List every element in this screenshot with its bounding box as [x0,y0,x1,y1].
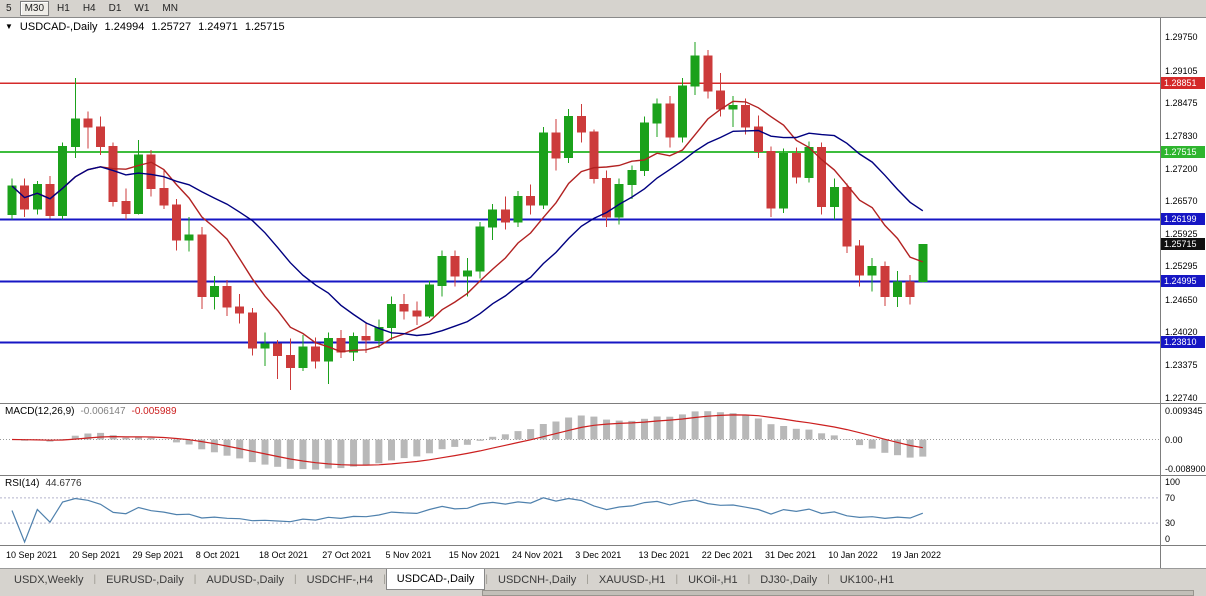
macd-axis-max: 0.009345 [1165,406,1203,416]
price-level-tag: 1.27515 [1161,145,1205,158]
time-axis-label: 15 Nov 2021 [448,550,500,560]
price-level-tag: 1.26199 [1161,213,1205,226]
rsi-indicator-label: RSI(14) 44.6776 [5,478,82,489]
ohlc-open-value: 1.24994 [104,21,145,33]
timeframe-button-5[interactable]: 5 [6,3,12,14]
price-chart-canvas[interactable] [0,18,1160,403]
timeframe-button-w1[interactable]: W1 [134,3,150,14]
time-axis-label: 27 Oct 2021 [322,550,372,560]
macd-signal-value: -0.005989 [131,406,177,417]
macd-panel[interactable]: MACD(12,26,9) -0.006147 -0.005989 [0,404,1160,476]
time-axis-label: 5 Nov 2021 [385,550,432,560]
macd-axis-min: -0.008900 [1165,464,1206,474]
axis-section-divider [1161,545,1206,546]
plots-column: ▼ USDCAD-,Daily 1.24994 1.25727 1.24971 … [0,18,1160,568]
time-axis-label: 31 Dec 2021 [765,550,817,560]
rsi-name: RSI(14) [5,478,40,489]
timeframe-button-mn[interactable]: MN [162,3,178,14]
time-axis-label: 22 Dec 2021 [701,550,753,560]
chart-ohlc-header: ▼ USDCAD-,Daily 1.24994 1.25727 1.24971 … [5,21,285,33]
chart-tabs-bar: USDX,Weekly | EURUSD-,Daily | AUDUSD-,Daily |… [0,568,1206,590]
price-axis-tick: 1.29750 [1165,32,1198,43]
tab-ukoil-h1[interactable]: UKOil-,H1 [688,573,738,586]
time-axis-label: 10 Sep 2021 [6,550,58,560]
macd-indicator-label: MACD(12,26,9) -0.006147 -0.005989 [5,406,177,417]
tab-usdchf-h4[interactable]: USDCHF-,H4 [306,573,374,586]
axis-section-divider [1161,403,1206,404]
tab-usdx-weekly[interactable]: USDX,Weekly [14,573,84,586]
rsi-panel[interactable]: RSI(14) 44.6776 [0,476,1160,546]
price-level-tag: 1.25715 [1161,238,1205,251]
price-axis-tick: 1.25925 [1165,229,1198,240]
macd-main-value: -0.006147 [80,406,126,417]
price-axis-tick: 1.24020 [1165,327,1198,337]
chart-workspace: ▼ USDCAD-,Daily 1.24994 1.25727 1.24971 … [0,18,1206,568]
price-axis-tick: 1.24650 [1165,294,1198,305]
time-axis[interactable]: 10 Sep 2021 20 Sep 2021 29 Sep 2021 8 Oct 2… [0,546,1160,564]
timeframe-toolbar: 5 M30 H1 H4 D1 W1 MN [0,0,1206,18]
tab-eurusd-daily[interactable]: EURUSD-,Daily [106,573,184,586]
timeframe-button-m30[interactable]: M30 [19,1,50,16]
price-axis-tick: 1.26570 [1165,195,1198,206]
timeframe-button-h4[interactable]: H4 [82,3,96,14]
time-axis-label: 10 Jan 2022 [828,550,878,560]
macd-canvas[interactable] [0,404,1160,475]
tab-separator: | [827,574,830,585]
ohlc-close-value: 1.25715 [244,21,285,33]
ohlc-low-value: 1.24971 [198,21,238,33]
price-level-tag: 1.28851 [1161,77,1205,90]
tab-usdcad-daily[interactable]: USDCAD-,Daily [385,569,486,590]
chart-symbol-label: USDCAD-,Daily [19,21,98,33]
time-axis-label: 8 Oct 2021 [195,550,240,560]
symbol-dropdown-icon[interactable]: ▼ [5,22,13,31]
rsi-axis-70: 70 [1165,492,1176,503]
tab-separator: | [586,574,589,585]
tab-separator: | [383,574,386,585]
tab-separator: | [747,574,751,585]
price-axis[interactable]: 1.29750 1.29105 1.28475 1.27830 1.27200 1.265… [1160,18,1206,568]
price-level-tag: 1.24995 [1161,275,1205,288]
price-axis-tick: 1.29105 [1165,65,1198,76]
timeframe-button-h1[interactable]: H1 [57,3,70,14]
tab-dj30-daily[interactable]: DJ30-,Daily [760,573,818,586]
time-axis-label: 24 Nov 2021 [512,550,564,560]
tab-xauusd-h1[interactable]: XAUUSD-,H1 [598,573,666,586]
price-axis-tick: 1.27830 [1165,131,1198,142]
time-axis-label: 18 Oct 2021 [259,550,309,560]
price-axis-tick: 1.23375 [1165,360,1198,371]
rsi-axis-0: 0 [1165,534,1171,544]
tab-usdcnh-daily[interactable]: USDCNH-,Daily [498,573,577,586]
tab-separator: | [675,574,679,585]
macd-name: MACD(12,26,9) [5,406,75,417]
axis-section-divider [1161,475,1206,476]
horizontal-scrollbar[interactable] [0,590,1206,596]
price-axis-tick: 1.28475 [1165,98,1198,108]
rsi-value: 44.6776 [45,478,82,489]
time-axis-label: 29 Sep 2021 [132,550,184,560]
time-axis-label: 20 Sep 2021 [69,550,121,560]
tab-separator: | [485,574,489,585]
price-level-tag: 1.23810 [1161,336,1205,349]
price-axis-tick: 1.27200 [1165,163,1198,174]
macd-axis-zero: 0.00 [1165,434,1183,445]
time-axis-label: 19 Jan 2022 [891,550,942,560]
ohlc-high-value: 1.25727 [151,21,192,33]
price-axis-tick: 1.22740 [1165,392,1198,403]
tab-audusd-daily[interactable]: AUDUSD-,Daily [206,573,284,586]
timeframe-button-d1[interactable]: D1 [108,3,122,14]
rsi-axis-100: 100 [1165,477,1181,487]
tab-separator: | [193,574,197,585]
rsi-canvas[interactable] [0,476,1160,545]
rsi-axis-30: 30 [1165,518,1176,529]
scrollbar-thumb[interactable] [482,590,1194,596]
tab-separator: | [293,574,297,585]
price-axis-tick: 1.25295 [1165,261,1198,272]
time-axis-label: 13 Dec 2021 [638,550,690,560]
tab-uk100-h1[interactable]: UK100-,H1 [839,573,895,586]
time-axis-label: 3 Dec 2021 [575,550,622,560]
price-chart-panel[interactable]: ▼ USDCAD-,Daily 1.24994 1.25727 1.24971 … [0,18,1160,404]
tab-separator: | [93,574,97,585]
